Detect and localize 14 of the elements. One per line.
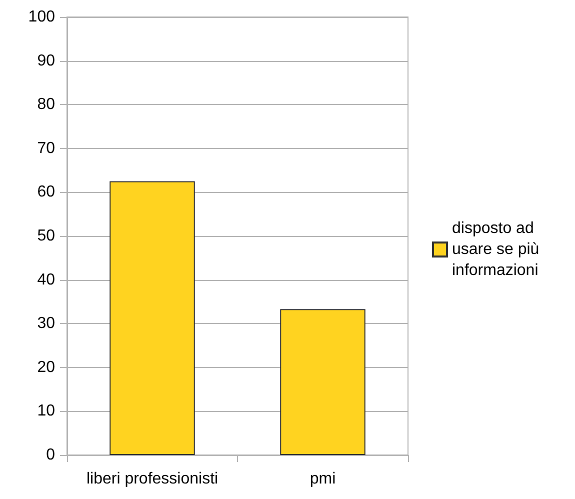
x-tick-label: liberi professionisti bbox=[86, 470, 218, 488]
y-tick-label: 80 bbox=[37, 96, 56, 114]
y-tick-label: 20 bbox=[37, 358, 56, 376]
y-tick-label: 100 bbox=[28, 8, 56, 26]
y-tick-label: 40 bbox=[37, 271, 56, 288]
y-tick-label: 70 bbox=[37, 140, 56, 157]
y-tick-label: 50 bbox=[37, 228, 56, 244]
legend-label: disposto ad usare se più informazioni bbox=[452, 220, 544, 279]
y-tick-label: 10 bbox=[37, 402, 56, 420]
y-tick-label: 30 bbox=[37, 315, 56, 332]
x-tick-label: pmi bbox=[310, 470, 336, 488]
y-tick-label: 0 bbox=[46, 446, 56, 464]
y-tick-label: 90 bbox=[37, 52, 56, 70]
y-tick-label: 60 bbox=[37, 184, 56, 201]
